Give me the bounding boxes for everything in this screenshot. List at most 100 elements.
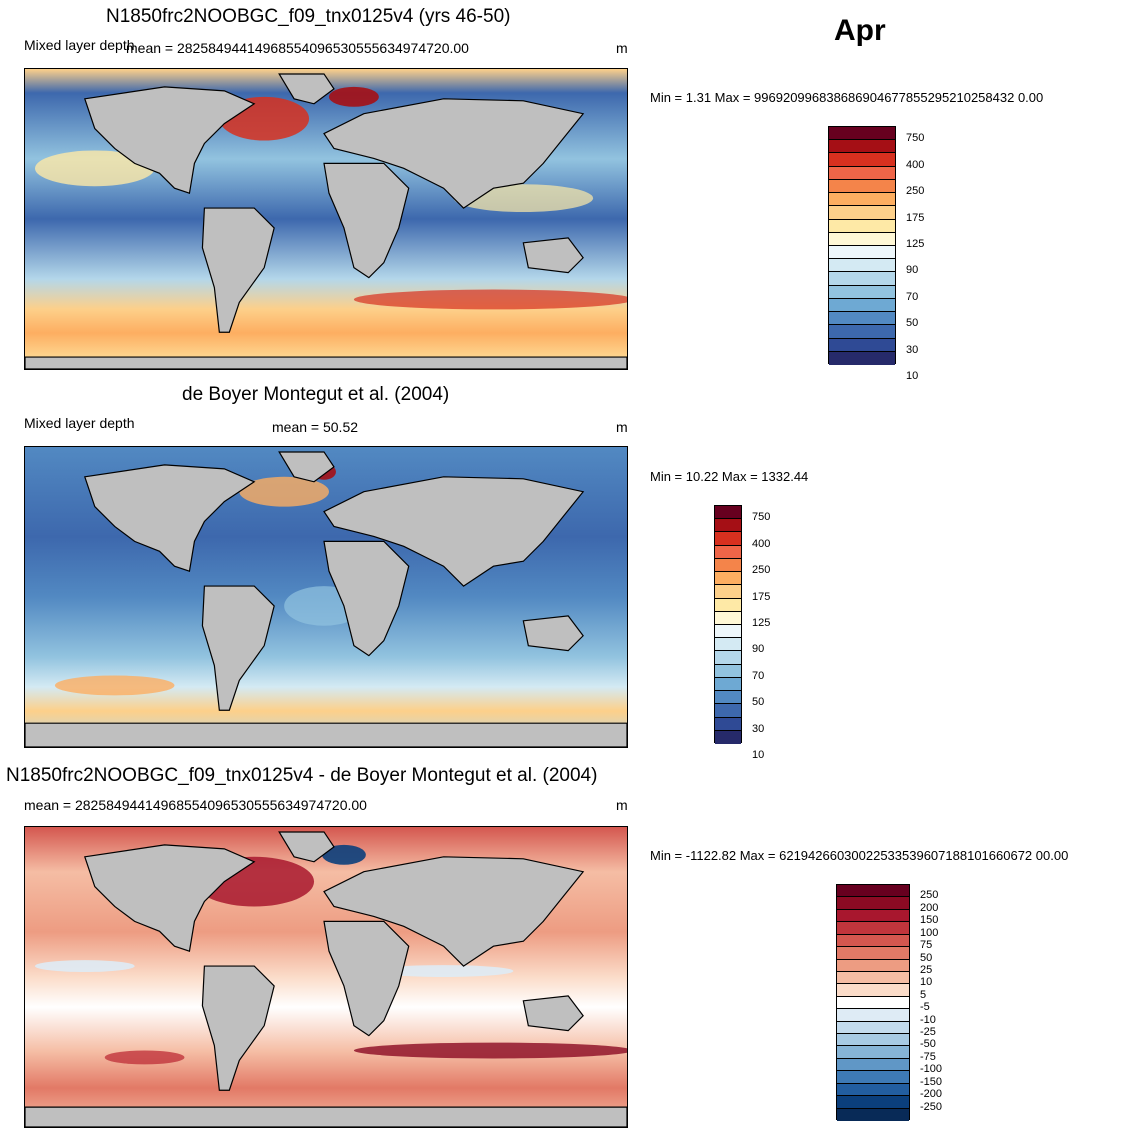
colorbar-tick-label: 10 [752,749,765,762]
panel3-map [24,826,628,1128]
colorbar-tick-label: 250 [920,889,939,902]
colorbar-tick-label: 250 [906,185,925,198]
colorbar-box [829,246,895,260]
colorbar-box [829,285,895,299]
colorbar-box [837,1046,909,1059]
colorbar-box [837,996,909,1010]
colorbar-box [715,625,741,639]
colorbar-tick-label: 25 [920,963,933,976]
colorbar-box [715,585,741,599]
colorbar-box [829,259,895,273]
colorbar-box [829,153,895,167]
colorbar-tick-label: 400 [752,537,771,550]
colorbar-box [837,922,909,935]
colorbar-tick-label: 30 [906,343,919,356]
colorbar-tick-label: -250 [920,1100,943,1113]
panel1-variable: Mixed layer depth [24,37,135,53]
colorbar-box [715,506,741,520]
colorbar-tick-label: 100 [920,926,939,939]
colorbar-box [829,219,895,233]
panel2-units: m [616,419,628,435]
colorbar-box [837,984,909,997]
colorbar-box [715,691,741,705]
panel3-mean: mean = 282584944149685540965305556349747… [24,797,367,813]
panel1-title: N1850frc2NOOBGC_f09_tnx0125v4 (yrs 46-50… [106,6,511,27]
colorbar-tick-label: 90 [906,264,919,277]
colorbar-tick-label: -10 [920,1013,936,1026]
panel1-colorbar [828,126,896,365]
colorbar-box [715,598,741,612]
panel2-minmax: Min = 10.22 Max = 1332.44 [650,469,809,484]
panel1-map [24,68,628,370]
colorbar-box [715,677,741,692]
colorbar-box [829,338,895,352]
colorbar-tick-label: 125 [752,617,771,629]
panel1-land [25,73,627,369]
colorbar-tick-label: 250 [752,564,771,577]
colorbar-tick-label: 175 [752,590,771,603]
colorbar-box [837,1009,909,1022]
colorbar-box [829,140,895,154]
panel2-mean: mean = 50.52 [272,419,359,435]
colorbar-box [837,934,909,948]
colorbar-box [829,206,895,220]
colorbar-tick-label: -5 [920,1001,930,1014]
colorbar-box [837,1096,909,1109]
colorbar-tick-label: 70 [752,669,765,682]
colorbar-tick-label: 125 [906,238,925,250]
colorbar-box [837,971,909,985]
colorbar-box [715,545,741,559]
colorbar-box [715,704,741,718]
colorbar-tick-label: -75 [920,1050,936,1063]
panel3-title: N1850frc2NOOBGC_f09_tnx0125v4 - de Boyer… [6,765,598,786]
colorbar-box [837,947,909,960]
colorbar-tick-label: 30 [752,722,765,735]
colorbar-box [715,519,741,533]
colorbar-box [715,717,741,731]
colorbar-tick-label: 75 [920,939,933,952]
colorbar-box [829,325,895,339]
colorbar-tick-label: -25 [920,1026,936,1039]
colorbar-box [829,193,895,207]
colorbar-box [829,232,895,246]
colorbar-box [829,127,895,141]
panel1-units: m [616,40,628,56]
panel1-minmax: Min = 1.31 Max = 99692099683868690467785… [650,90,1044,105]
colorbar-box [715,730,741,744]
colorbar-box [715,664,741,678]
colorbar-box [715,638,741,652]
colorbar-box [715,572,741,586]
colorbar-tick-label: -50 [920,1038,936,1051]
month-label: Apr [834,14,886,47]
colorbar-box [829,351,895,365]
colorbar-box [715,558,741,573]
panel2-title: de Boyer Montegut et al. (2004) [182,384,450,405]
colorbar-box [715,651,741,665]
colorbar-box [837,909,909,923]
panel2-map [24,446,628,748]
colorbar-tick-label: 70 [906,290,919,303]
panel3-minmax: Min = -1122.82 Max = 6219426603002253353… [650,848,1069,863]
colorbar-box [829,179,895,194]
panel2-colorbar [714,505,742,744]
colorbar-tick-label: -150 [920,1075,943,1088]
colorbar-tick-label: 400 [906,158,925,171]
colorbar-tick-label: 50 [906,317,919,330]
colorbar-tick-label: 50 [920,951,933,964]
colorbar-box [715,532,741,546]
colorbar-tick-label: 5 [920,988,927,1001]
colorbar-tick-label: -100 [920,1063,943,1076]
colorbar-box [837,1083,909,1097]
panel2-variable: Mixed layer depth [24,415,135,431]
colorbar-box [829,298,895,313]
colorbar-tick-label: 10 [920,976,933,989]
colorbar-tick-label: 750 [752,511,771,524]
panel3-colorbar [836,884,910,1121]
colorbar-tick-label: -200 [920,1088,943,1101]
colorbar-tick-label: 175 [906,211,925,224]
colorbar-box [837,885,909,898]
colorbar-tick-label: 200 [920,901,939,914]
colorbar-tick-label: 90 [752,643,765,656]
colorbar-box [837,1021,909,1035]
colorbar-box [837,1071,909,1084]
